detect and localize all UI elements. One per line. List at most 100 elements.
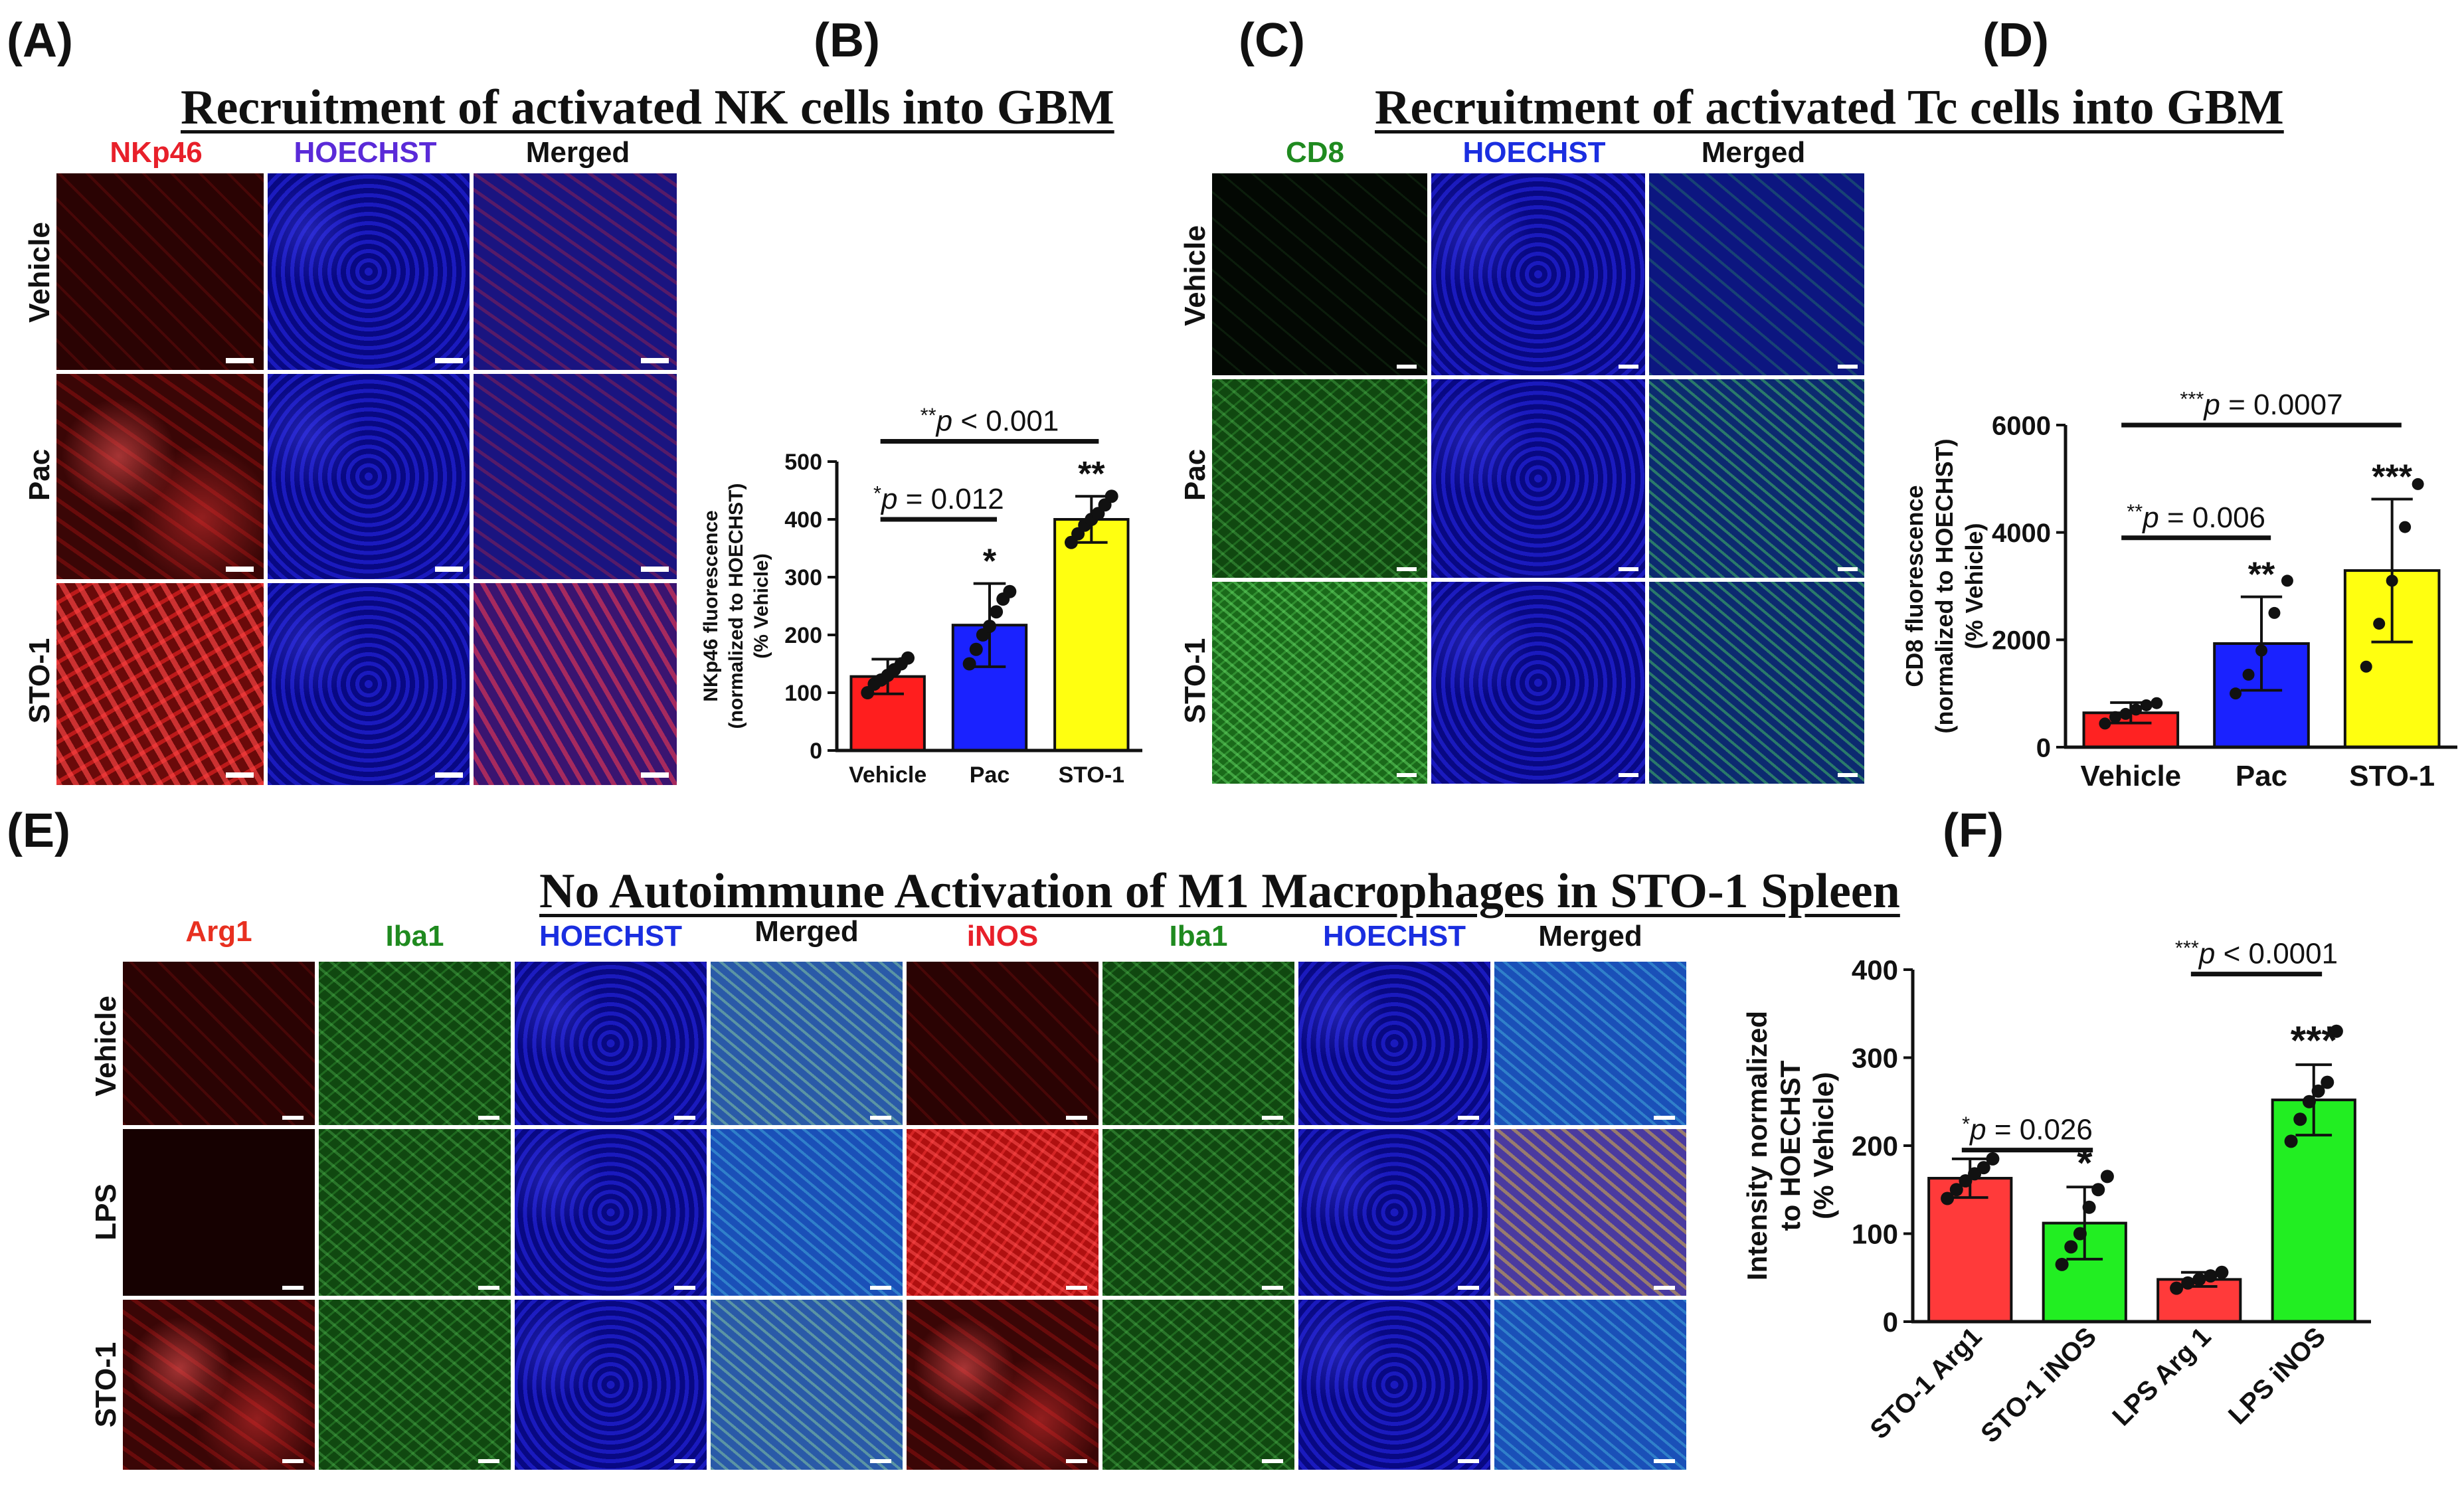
data-point (990, 605, 1004, 619)
scale-bar (1654, 1459, 1675, 1463)
data-point (2255, 644, 2267, 657)
channel-label-nkp46: NKp46 (110, 136, 203, 169)
channel-label-iba1: Iba1 (385, 920, 444, 952)
data-point (1959, 1174, 1973, 1187)
micrograph-hoechst-vehicle (513, 960, 709, 1127)
scale-bar (1397, 365, 1417, 369)
scale-bar (641, 567, 669, 572)
channel-label-hoechst: HOECHST (294, 136, 437, 169)
data-point (1941, 1191, 1955, 1205)
scale-bar (674, 1286, 695, 1290)
scale-bar (478, 1286, 499, 1290)
micrograph-inos-lps (905, 1127, 1100, 1298)
data-point (2386, 574, 2398, 587)
data-point (2281, 574, 2293, 587)
y-axis-label: (% Vehicle) (1808, 1072, 1839, 1219)
y-tick-label: 0 (1883, 1306, 1898, 1338)
scale-bar (870, 1116, 891, 1120)
panel-label-e: (E) (7, 804, 70, 857)
row-label-vehicle: Vehicle (23, 222, 56, 323)
significance-stars: *** (2291, 1018, 2338, 1063)
scale-bar (1397, 567, 1417, 571)
chart-d-cd8: CD8 fluorescence (normalized to HOECHST)(… (1901, 387, 2457, 792)
scale-bar (1262, 1116, 1283, 1120)
x-tick-label: STO-1 iNOS (1975, 1322, 2102, 1449)
scale-bar (870, 1459, 891, 1463)
micrograph-cd8-pac (1210, 377, 1429, 580)
significance-stars: ** (1078, 455, 1105, 493)
data-point (2242, 668, 2255, 681)
x-tick-label: LPS Arg 1 (2107, 1322, 2216, 1431)
panel-label-b: (B) (814, 14, 880, 67)
y-axis-label: Intensity normalized (1741, 1011, 1773, 1280)
data-point (2082, 1200, 2096, 1214)
micrograph-arg1-lps (121, 1127, 317, 1298)
scale-bar (1838, 365, 1858, 369)
y-tick-label: 200 (784, 623, 822, 648)
row-label-lps: LPS (90, 1184, 122, 1241)
data-point (2230, 687, 2242, 700)
micrograph-iba1-lps-2 (1100, 1127, 1296, 1298)
micrograph-merged-pac (1647, 377, 1866, 580)
micrograph-iba1-sto1-2 (1100, 1298, 1296, 1472)
scale-bar (641, 772, 669, 778)
panel-label-c: (C) (1239, 14, 1305, 67)
micrograph-merged-vehicle-2 (1492, 960, 1688, 1127)
data-point (2055, 1257, 2069, 1271)
data-point (2215, 1265, 2229, 1279)
y-tick-label: 300 (1852, 1043, 1898, 1074)
micrograph-merged-pac (472, 372, 679, 581)
data-point (2360, 660, 2372, 673)
significance-label: ***p < 0.0001 (2175, 936, 2338, 970)
micrograph-arg1-sto1 (121, 1298, 317, 1472)
significance-stars: *** (2372, 458, 2412, 497)
title-nk-recruitment: Recruitment of activated NK cells into G… (181, 80, 1114, 135)
y-tick-label: 400 (1852, 954, 1898, 986)
y-tick-label: 300 (784, 565, 822, 590)
data-point (1949, 1183, 1963, 1197)
data-point (2073, 1227, 2087, 1241)
data-point (2329, 1024, 2343, 1038)
data-point (2311, 1084, 2325, 1098)
scale-bar (478, 1116, 499, 1120)
significance-label: *p = 0.012 (873, 482, 1004, 515)
data-point (2192, 1273, 2206, 1286)
y-tick-label: 0 (810, 739, 822, 764)
micrograph-hoechst-lps (513, 1127, 709, 1298)
channel-label-hoechst: HOECHST (539, 920, 683, 952)
channel-label-merged: Merged (525, 136, 630, 169)
data-point (2399, 521, 2412, 533)
scale-bar (282, 1286, 304, 1290)
channel-label-merged: Merged (754, 915, 859, 948)
scale-bar (435, 772, 463, 778)
micrograph-merged-sto1 (1647, 580, 1866, 786)
data-point (1986, 1152, 2000, 1166)
significance-label: **p = 0.006 (2127, 500, 2265, 534)
scale-bar (1066, 1459, 1087, 1463)
scale-bar (435, 567, 463, 572)
scale-bar (478, 1459, 499, 1463)
scale-bar (435, 358, 463, 363)
scale-bar (1262, 1459, 1283, 1463)
micrograph-hoechst-sto1-2 (1296, 1298, 1492, 1472)
x-tick-label: STO-1 (2349, 760, 2435, 792)
micrograph-nkp46-sto1 (54, 581, 266, 787)
micrograph-hoechst-pac (266, 372, 472, 581)
scale-bar (1654, 1286, 1675, 1290)
panel-label-d: (D) (1982, 14, 2049, 67)
scale-bar (641, 358, 669, 363)
micrograph-merged-sto1-2 (1492, 1298, 1688, 1472)
micrograph-hoechst-sto1 (513, 1298, 709, 1472)
scale-bar (282, 1116, 304, 1120)
data-point (2100, 1170, 2114, 1184)
channel-label-hoechst-2: HOECHST (1322, 920, 1466, 952)
y-tick-label: 500 (784, 450, 822, 475)
y-axis-label: (normalized to HOECHST) (1931, 438, 1958, 733)
significance-label: ***p = 0.0007 (2180, 387, 2342, 421)
micrograph-hoechst-lps-2 (1296, 1127, 1492, 1298)
y-axis-label: to HOECHST (1775, 1060, 1806, 1231)
data-point (2181, 1276, 2195, 1290)
chart-f-intensity: Intensity normalized to HOECHST (% Vehicle… (1741, 936, 2371, 1449)
data-point (2119, 707, 2132, 720)
significance-label: *p = 0.026 (1962, 1112, 2093, 1146)
